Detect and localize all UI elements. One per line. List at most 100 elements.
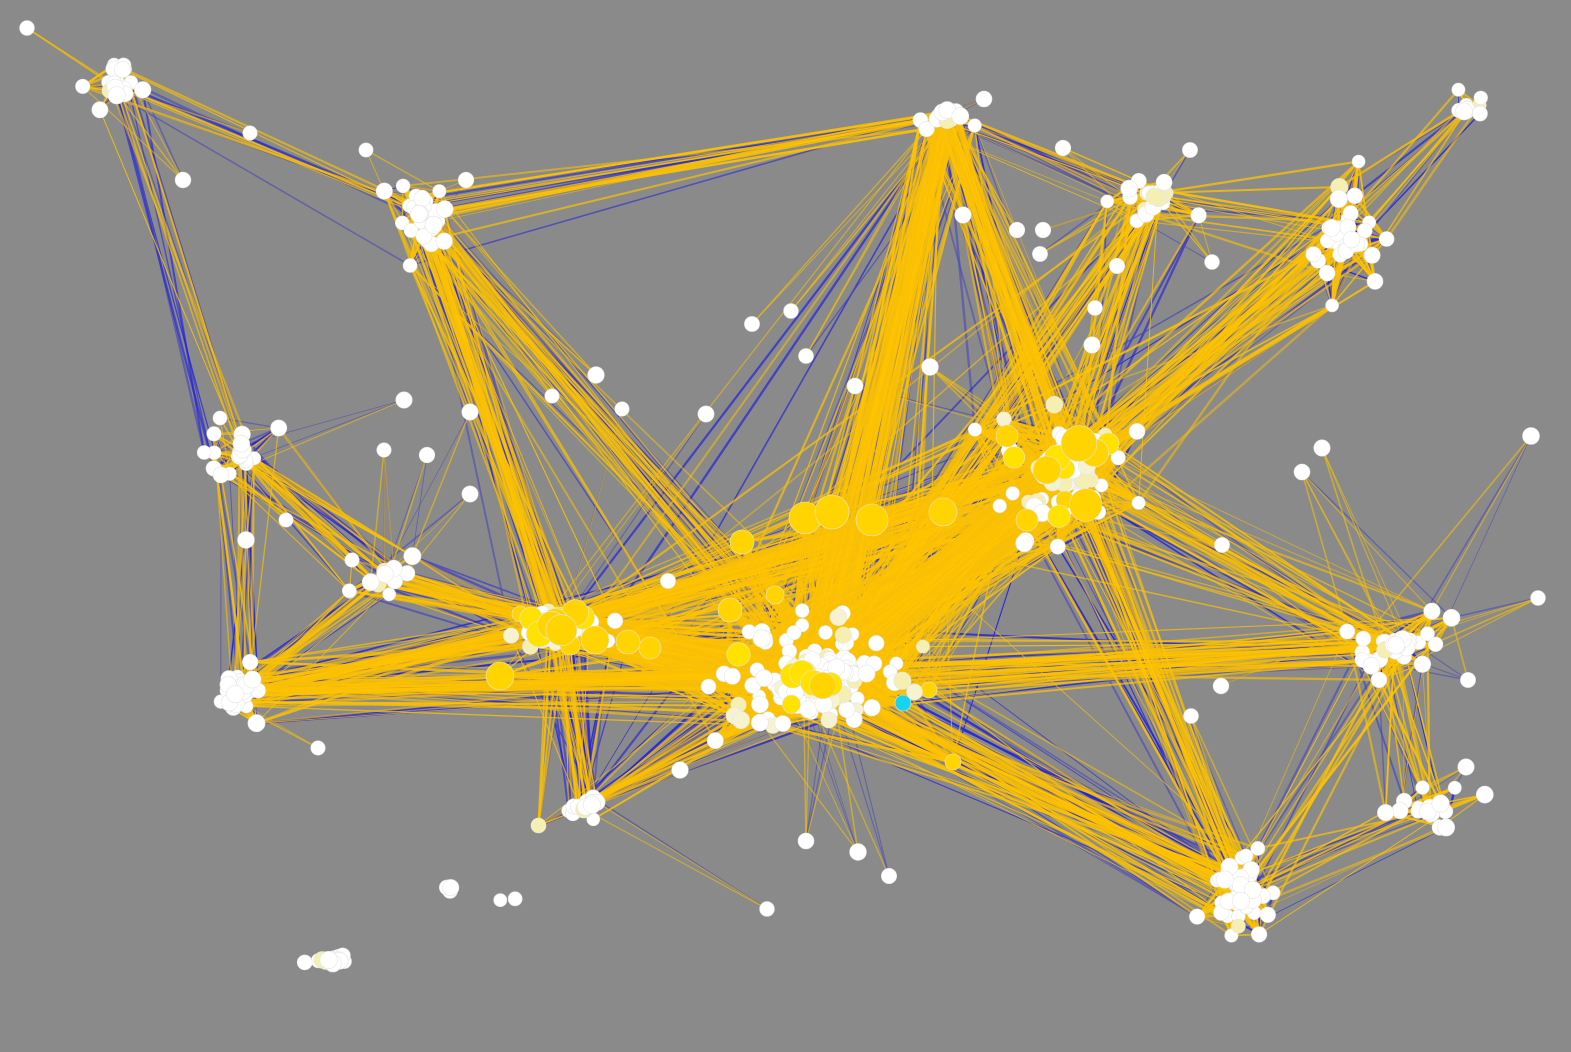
graph-node[interactable] xyxy=(1189,908,1206,925)
graph-node[interactable] xyxy=(587,366,605,384)
graph-node[interactable] xyxy=(91,101,109,119)
graph-node[interactable] xyxy=(818,625,833,640)
graph-node[interactable] xyxy=(751,695,769,714)
graph-node[interactable] xyxy=(944,753,962,771)
graph-node[interactable] xyxy=(174,171,192,189)
graph-node[interactable] xyxy=(916,639,930,654)
graph-node[interactable] xyxy=(799,700,818,719)
graph-node[interactable] xyxy=(507,891,523,907)
graph-node[interactable] xyxy=(671,761,689,779)
graph-node[interactable] xyxy=(442,879,460,897)
graph-node[interactable] xyxy=(1522,427,1540,445)
graph-node[interactable] xyxy=(995,424,1019,448)
graph-node[interactable] xyxy=(838,700,856,718)
graph-node[interactable] xyxy=(1087,300,1103,316)
graph-node[interactable] xyxy=(809,671,837,700)
graph-node[interactable] xyxy=(1415,780,1430,795)
graph-node[interactable] xyxy=(403,547,422,566)
graph-node[interactable] xyxy=(1431,794,1450,813)
graph-node[interactable] xyxy=(1182,142,1198,158)
graph-node[interactable] xyxy=(797,832,815,850)
graph-node[interactable] xyxy=(1378,231,1395,247)
graph-node[interactable] xyxy=(1250,926,1268,943)
graph-node[interactable] xyxy=(395,391,413,409)
graph-node[interactable] xyxy=(1386,636,1405,655)
graph-node[interactable] xyxy=(1377,804,1395,822)
graph-node[interactable] xyxy=(697,405,715,423)
graph-node[interactable] xyxy=(212,410,228,426)
graph-node[interactable] xyxy=(774,715,792,732)
graph-node[interactable] xyxy=(278,512,294,528)
graph-node[interactable] xyxy=(544,388,560,404)
graph-node[interactable] xyxy=(1423,602,1441,620)
graph-node[interactable] xyxy=(270,419,288,437)
graph-node[interactable] xyxy=(342,583,357,598)
graph-node[interactable] xyxy=(996,411,1012,427)
graph-node[interactable] xyxy=(706,732,724,750)
graph-node[interactable] xyxy=(920,681,938,699)
graph-node[interactable] xyxy=(296,954,313,971)
graph-node[interactable] xyxy=(1045,396,1064,414)
graph-node[interactable] xyxy=(1419,802,1437,821)
graph-node[interactable] xyxy=(1455,102,1473,121)
graph-node[interactable] xyxy=(1155,173,1173,191)
graph-node[interactable] xyxy=(726,642,751,667)
graph-node[interactable] xyxy=(1120,179,1138,198)
graph-node[interactable] xyxy=(409,205,428,224)
graph-node[interactable] xyxy=(1363,246,1381,264)
graph-node[interactable] xyxy=(461,403,479,421)
graph-node[interactable] xyxy=(1060,425,1098,462)
graph-node[interactable] xyxy=(868,635,885,652)
graph-node[interactable] xyxy=(382,587,397,602)
graph-node[interactable] xyxy=(1238,848,1254,864)
graph-node[interactable] xyxy=(1145,187,1163,206)
graph-node[interactable] xyxy=(1457,758,1475,776)
graph-node[interactable] xyxy=(855,503,889,537)
graph-node[interactable] xyxy=(493,893,508,907)
graph-node[interactable] xyxy=(1083,336,1101,354)
graph-node[interactable] xyxy=(1342,230,1361,249)
graph-node[interactable] xyxy=(1008,221,1026,239)
graph-node[interactable] xyxy=(582,795,601,814)
graph-node[interactable] xyxy=(967,118,982,133)
graph-node[interactable] xyxy=(967,422,982,437)
graph-node[interactable] xyxy=(1032,246,1048,262)
graph-node[interactable] xyxy=(820,711,838,729)
graph-node[interactable] xyxy=(1329,189,1348,208)
graph-node[interactable] xyxy=(1054,139,1072,157)
graph-node[interactable] xyxy=(1318,264,1336,282)
graph-node[interactable] xyxy=(1230,918,1246,934)
graph-node[interactable] xyxy=(212,466,230,484)
graph-node[interactable] xyxy=(894,694,912,712)
graph-node[interactable] xyxy=(1313,439,1331,457)
graph-node[interactable] xyxy=(1002,446,1026,469)
graph-node[interactable] xyxy=(1476,785,1494,804)
graph-node[interactable] xyxy=(1427,636,1444,652)
graph-node[interactable] xyxy=(880,867,897,884)
graph-node[interactable] xyxy=(795,603,810,618)
graph-node[interactable] xyxy=(1472,105,1488,122)
graph-node[interactable] xyxy=(849,843,867,861)
graph-node[interactable] xyxy=(432,184,447,199)
graph-node[interactable] xyxy=(798,348,814,364)
graph-node[interactable] xyxy=(863,699,881,717)
graph-node[interactable] xyxy=(1109,257,1126,274)
graph-node[interactable] xyxy=(729,529,755,555)
graph-node[interactable] xyxy=(415,228,433,245)
graph-node[interactable] xyxy=(196,445,212,460)
graph-node[interactable] xyxy=(361,573,380,591)
graph-node[interactable] xyxy=(1032,455,1062,485)
graph-node[interactable] xyxy=(457,171,475,189)
graph-node[interactable] xyxy=(1325,298,1339,313)
graph-node[interactable] xyxy=(376,442,392,458)
graph-node[interactable] xyxy=(461,485,479,503)
graph-node[interactable] xyxy=(310,740,326,756)
graph-node[interactable] xyxy=(1190,207,1207,224)
graph-node[interactable] xyxy=(1366,273,1384,290)
graph-node[interactable] xyxy=(759,901,775,917)
graph-node[interactable] xyxy=(614,401,630,417)
graph-node[interactable] xyxy=(1355,630,1372,647)
graph-node[interactable] xyxy=(485,661,515,691)
graph-node[interactable] xyxy=(846,377,864,395)
graph-node[interactable] xyxy=(1293,463,1311,481)
